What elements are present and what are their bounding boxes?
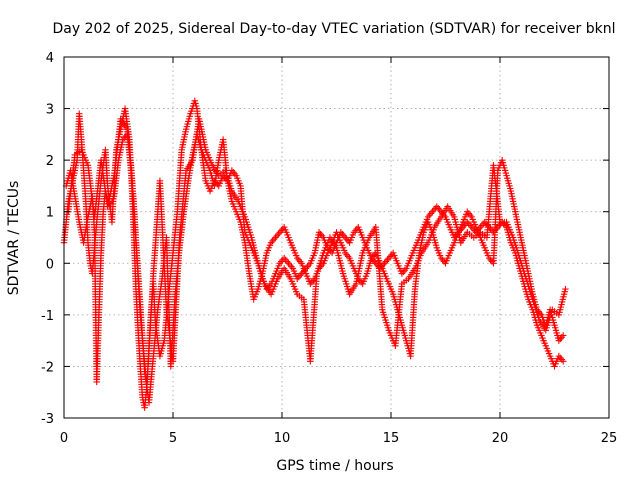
series-track-c bbox=[65, 115, 569, 391]
y-tick-label: 3 bbox=[46, 103, 54, 118]
x-tick-label: 15 bbox=[383, 431, 400, 446]
y-tick-label: 2 bbox=[46, 154, 54, 169]
y-tick-label: 1 bbox=[46, 206, 54, 221]
x-tick-label: 20 bbox=[492, 431, 509, 446]
y-tick-label: -1 bbox=[41, 309, 54, 324]
y-axis-label: SDTVAR / TECUs bbox=[6, 181, 22, 296]
data-markers bbox=[60, 97, 569, 411]
chart-title: Day 202 of 2025, Sidereal Day-to-day VTE… bbox=[53, 21, 616, 37]
x-tick-label: 10 bbox=[274, 431, 291, 446]
data-point bbox=[562, 285, 569, 293]
data-point bbox=[560, 358, 567, 365]
y-tick-label: 0 bbox=[46, 257, 54, 272]
data-point bbox=[560, 332, 567, 339]
plot-frame bbox=[63, 56, 610, 419]
y-tick-label: 4 bbox=[46, 51, 54, 66]
x-tick-label: 5 bbox=[169, 431, 177, 446]
axis-ticks: 0 5 10 15 20 25 -3 -2 -1 0 1 2 3 4 bbox=[41, 51, 617, 446]
x-axis-label: GPS time / hours bbox=[276, 458, 393, 474]
x-tick-label: 25 bbox=[601, 431, 618, 446]
y-tick-label: -2 bbox=[41, 360, 54, 375]
y-tick-label: -3 bbox=[41, 412, 54, 427]
x-tick-label: 0 bbox=[60, 431, 68, 446]
